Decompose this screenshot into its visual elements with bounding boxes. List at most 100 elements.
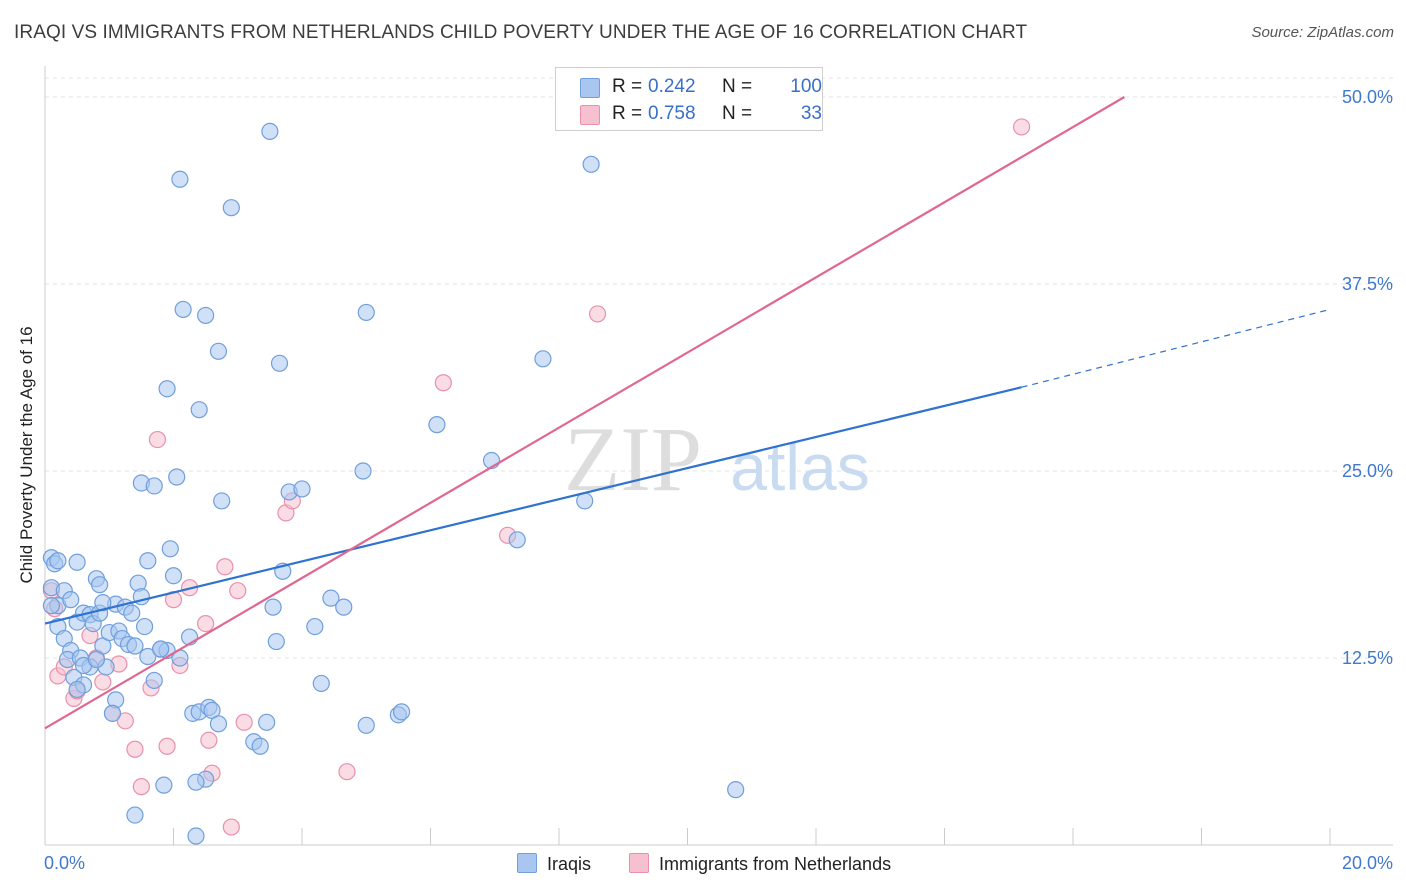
legend-item-netherlands: Immigrants from Netherlands xyxy=(629,853,891,875)
netherlands-point xyxy=(200,731,218,749)
y-tick-label: 37.5% xyxy=(1342,274,1393,294)
n-value: 100 xyxy=(790,76,822,97)
iraqis-point xyxy=(312,674,330,693)
iraqis-point xyxy=(174,300,192,319)
netherlands-points xyxy=(42,118,1031,836)
n-label: N = xyxy=(722,76,753,97)
y-tick-label: 25.0% xyxy=(1342,461,1393,481)
source-label: Source: ZipAtlas.com xyxy=(1251,24,1394,41)
iraqis-point xyxy=(87,650,106,669)
netherlands-point xyxy=(158,737,176,755)
iraqis-point xyxy=(261,122,279,141)
iraqis-point xyxy=(164,567,183,585)
iraqis-point xyxy=(139,647,157,666)
netherlands-point xyxy=(216,558,234,576)
iraqis-point xyxy=(91,576,109,594)
iraqis-point xyxy=(357,303,375,322)
iraqis-point xyxy=(155,776,173,794)
iraqis-point xyxy=(222,199,240,217)
iraqis-point xyxy=(168,468,186,486)
iraqis-point xyxy=(139,552,157,570)
iraqis-point xyxy=(209,342,228,360)
iraqis-point xyxy=(145,671,163,690)
iraqis-point xyxy=(727,781,745,799)
correlation-legend: R = 0.242 N = 100 R = 0.758 N = 33 xyxy=(555,67,823,131)
iraqis-point xyxy=(187,827,205,845)
iraqis-point xyxy=(62,591,80,609)
netherlands-point xyxy=(94,673,112,691)
iraqis-swatch xyxy=(580,78,600,98)
iraqis-point xyxy=(251,737,269,755)
iraqis-point xyxy=(209,715,228,733)
r-value: 0.242 xyxy=(648,76,696,97)
iraqis-trend-extension xyxy=(1021,308,1331,388)
x-tick-label-max: 20.0% xyxy=(1342,853,1393,873)
iraqis-point xyxy=(213,492,231,510)
iraqis-point xyxy=(152,640,170,658)
y-tick-label: 50.0% xyxy=(1342,87,1393,107)
netherlands-swatch xyxy=(580,105,600,125)
iraqis-point xyxy=(197,306,215,325)
iraqis-point xyxy=(428,416,446,434)
iraqis-point xyxy=(293,480,311,498)
iraqis-legend-label: Iraqis xyxy=(547,854,592,874)
iraqis-point xyxy=(161,540,179,558)
iraqis-point xyxy=(258,713,276,731)
iraqis-point xyxy=(158,380,176,398)
netherlands-point xyxy=(588,305,607,323)
iraqis-point xyxy=(306,617,324,636)
iraqis-point xyxy=(68,680,86,699)
y-axis-label: Child Poverty Under the Age of 16 xyxy=(17,326,36,584)
netherlands-point xyxy=(132,778,150,796)
netherlands-legend-label: Immigrants from Netherlands xyxy=(659,854,892,874)
gridlines xyxy=(45,77,1393,659)
iraqis-point xyxy=(190,401,208,419)
iraqis-point xyxy=(171,170,189,188)
netherlands-legend-swatch xyxy=(629,853,649,873)
n-label: N = xyxy=(722,103,753,124)
netherlands-point xyxy=(126,740,144,758)
netherlands-point xyxy=(235,713,253,731)
netherlands-point xyxy=(338,763,356,781)
iraqis-point xyxy=(354,462,372,480)
iraqis-point xyxy=(335,598,353,616)
iraqis-legend-swatch xyxy=(517,853,537,873)
iraqis-point xyxy=(267,632,285,651)
iraqis-point xyxy=(264,598,282,616)
watermark-atlas: atlas xyxy=(730,430,869,504)
iraqis-point xyxy=(126,806,144,824)
iraqis-point xyxy=(534,350,552,368)
iraqis-point xyxy=(322,589,340,607)
y-tick-label: 12.5% xyxy=(1342,648,1393,668)
iraqis-point xyxy=(508,531,526,549)
iraqis-points xyxy=(42,122,745,845)
tick-labels: 12.5% 25.0% 37.5% 50.0% 0.0% 20.0% xyxy=(44,87,1393,873)
iraqis-point xyxy=(145,477,163,495)
x-tick-label-min: 0.0% xyxy=(44,853,85,873)
iraqis-point xyxy=(187,773,205,791)
watermark: ZIP atlas xyxy=(564,408,870,510)
iraqis-trend-line xyxy=(44,386,1022,625)
netherlands-point xyxy=(116,712,134,730)
iraqis-point xyxy=(123,604,141,622)
iraqis-point xyxy=(582,155,600,173)
netherlands-point xyxy=(229,582,247,600)
iraqis-point xyxy=(126,637,144,655)
iraqis-point xyxy=(357,716,375,734)
chart-title: IRAQI VS IMMIGRANTS FROM NETHERLANDS CHI… xyxy=(14,22,1028,43)
r-label: R = xyxy=(612,76,643,97)
iraqis-point xyxy=(49,552,67,570)
axes xyxy=(44,66,1393,846)
netherlands-point xyxy=(1012,118,1031,136)
iraqis-point xyxy=(270,354,289,372)
n-value: 33 xyxy=(800,103,822,124)
netherlands-trend-line xyxy=(44,96,1125,730)
r-value: 0.758 xyxy=(648,103,696,124)
netherlands-point xyxy=(222,818,240,836)
iraqis-point xyxy=(135,617,154,636)
iraqis-point xyxy=(42,597,61,615)
trend-lines xyxy=(44,96,1331,730)
legend-item-iraqis: Iraqis xyxy=(517,853,591,875)
netherlands-point xyxy=(197,614,215,633)
